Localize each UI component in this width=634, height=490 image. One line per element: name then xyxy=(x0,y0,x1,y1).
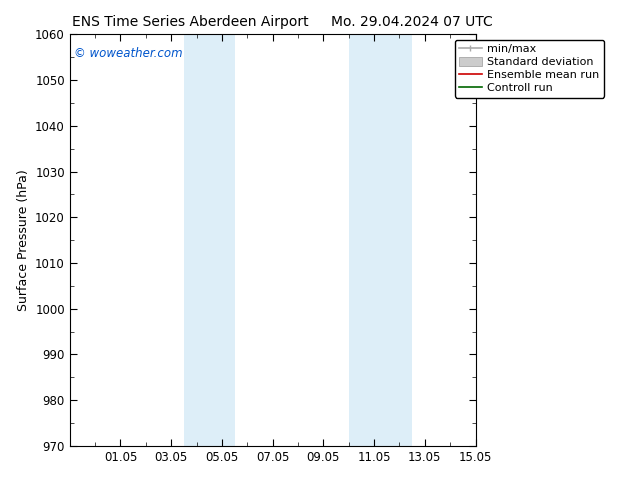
Bar xyxy=(374,34,412,446)
Y-axis label: Surface Pressure (hPa): Surface Pressure (hPa) xyxy=(16,169,30,311)
Legend: min/max, Standard deviation, Ensemble mean run, Controll run: min/max, Standard deviation, Ensemble me… xyxy=(455,40,604,98)
Bar xyxy=(184,34,235,446)
Text: Mo. 29.04.2024 07 UTC: Mo. 29.04.2024 07 UTC xyxy=(331,15,493,29)
Bar xyxy=(349,34,374,446)
Text: © woweather.com: © woweather.com xyxy=(74,47,183,60)
Text: ENS Time Series Aberdeen Airport: ENS Time Series Aberdeen Airport xyxy=(72,15,309,29)
